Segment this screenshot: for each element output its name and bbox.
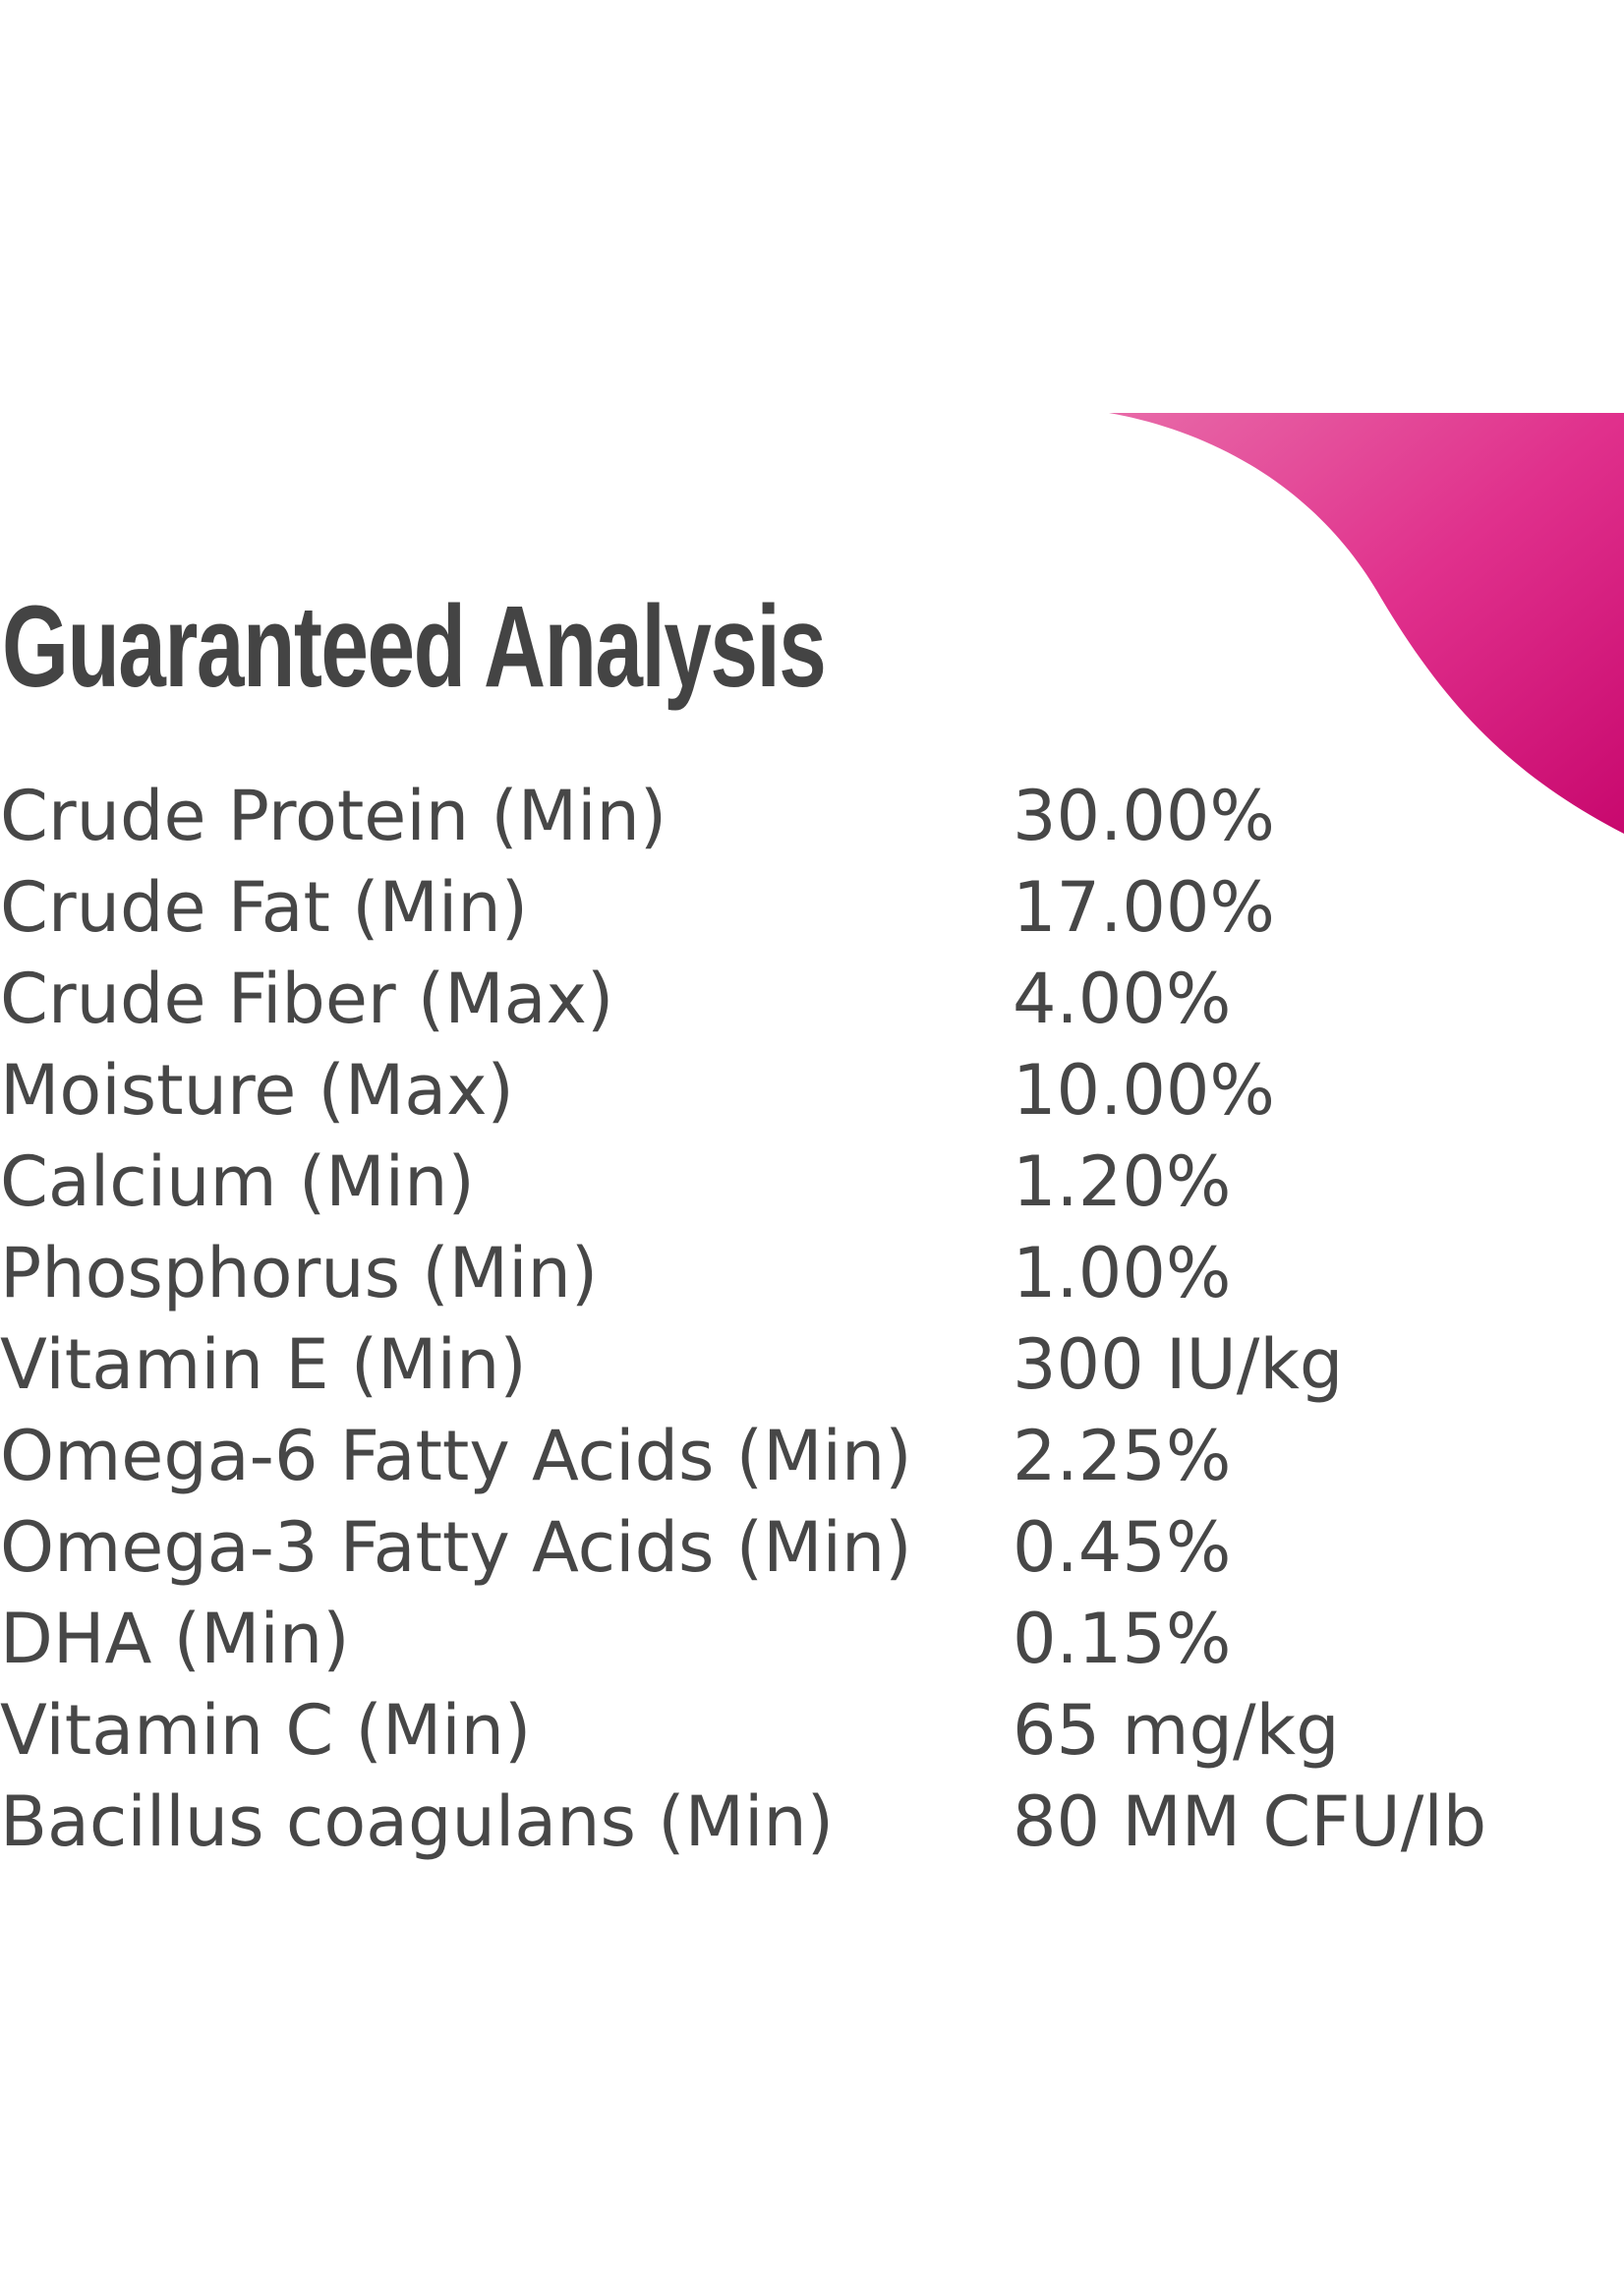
- nutrient-name: Moisture (Max): [0, 1050, 514, 1131]
- table-row: Calcium (Min) 1.20%: [0, 1137, 1624, 1228]
- nutrient-name: Crude Fat (Min): [0, 867, 529, 948]
- nutrient-value: 4.00%: [1013, 959, 1232, 1039]
- nutrient-name: Vitamin E (Min): [0, 1324, 527, 1405]
- nutrient-name: Omega-3 Fatty Acids (Min): [0, 1507, 912, 1588]
- nutrient-value: 0.15%: [1013, 1599, 1232, 1679]
- nutrient-value: 300 IU/kg: [1013, 1324, 1344, 1405]
- nutrient-value: 10.00%: [1013, 1050, 1275, 1131]
- nutrient-value: 1.20%: [1013, 1141, 1232, 1222]
- table-row: Crude Protein (Min) 30.00%: [0, 771, 1624, 862]
- title: Guaranteed Analysis: [2, 582, 827, 712]
- table-row: DHA (Min) 0.15%: [0, 1594, 1624, 1685]
- nutrient-value: 2.25%: [1013, 1416, 1232, 1496]
- nutrient-value: 30.00%: [1013, 776, 1275, 856]
- nutrient-name: Vitamin C (Min): [0, 1690, 532, 1771]
- nutrient-name: Calcium (Min): [0, 1141, 475, 1222]
- table-row: Omega-6 Fatty Acids (Min) 2.25%: [0, 1411, 1624, 1502]
- nutrient-value: 80 MM CFU/lb: [1013, 1781, 1487, 1862]
- nutrient-value: 0.45%: [1013, 1507, 1232, 1588]
- table-row: Bacillus coagulans (Min) 80 MM CFU/lb: [0, 1777, 1624, 1868]
- table-row: Vitamin E (Min) 300 IU/kg: [0, 1319, 1624, 1411]
- nutrient-name: Crude Fiber (Max): [0, 959, 614, 1039]
- nutrient-name: Omega-6 Fatty Acids (Min): [0, 1416, 912, 1496]
- nutrient-name: Bacillus coagulans (Min): [0, 1781, 835, 1862]
- nutrient-name: DHA (Min): [0, 1599, 350, 1679]
- table-row: Crude Fiber (Max) 4.00%: [0, 954, 1624, 1045]
- nutrient-value: 65 mg/kg: [1013, 1690, 1340, 1771]
- table-row: Phosphorus (Min) 1.00%: [0, 1228, 1624, 1319]
- swoosh-shape: [1109, 413, 1624, 834]
- table-row: Omega-3 Fatty Acids (Min) 0.45%: [0, 1502, 1624, 1594]
- nutrient-name: Phosphorus (Min): [0, 1233, 599, 1313]
- table-row: Moisture (Max) 10.00%: [0, 1045, 1624, 1137]
- nutrient-value: 17.00%: [1013, 867, 1275, 948]
- table-row: Vitamin C (Min) 65 mg/kg: [0, 1685, 1624, 1777]
- nutrient-name: Crude Protein (Min): [0, 776, 667, 856]
- table-row: Crude Fat (Min) 17.00%: [0, 862, 1624, 954]
- nutrient-value: 1.00%: [1013, 1233, 1232, 1313]
